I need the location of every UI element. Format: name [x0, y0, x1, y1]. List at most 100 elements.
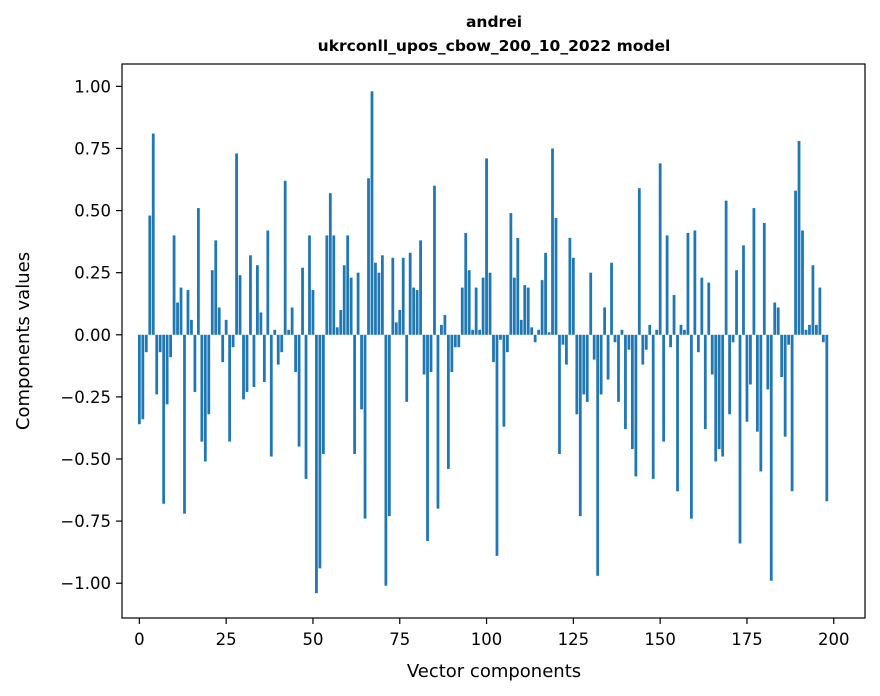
- bar-component-178: [755, 334, 759, 432]
- bar-component-33: [252, 334, 256, 387]
- y-tick-label: −0.25: [60, 388, 111, 407]
- bar-component-56: [332, 235, 336, 335]
- bar-component-116: [540, 280, 544, 335]
- bar-component-2: [144, 334, 148, 353]
- bar-component-146: [644, 334, 648, 350]
- x-axis-ticks: 0 25 50 75 100 125 150 175 200: [134, 618, 850, 649]
- x-tick-label: 175: [731, 630, 763, 649]
- bar-component-131: [592, 334, 596, 360]
- bar-component-149: [655, 329, 659, 335]
- bar-component-159: [690, 334, 693, 519]
- bar-component-103: [495, 334, 499, 556]
- bar-component-110: [519, 319, 523, 335]
- bar-component-180: [762, 223, 766, 335]
- bar-component-147: [648, 324, 652, 335]
- bar-component-137: [613, 334, 617, 343]
- bar-component-166: [714, 334, 718, 462]
- bar-component-95: [467, 270, 471, 335]
- chart-subtitle: ukrconll_upos_cbow_200_10_2022 model: [318, 37, 671, 55]
- bar-component-45: [294, 334, 297, 373]
- bar-component-7: [162, 334, 166, 504]
- bar-component-94: [464, 232, 468, 335]
- x-tick-label: 25: [216, 630, 237, 649]
- bar-component-114: [533, 334, 537, 343]
- bar-component-160: [693, 230, 697, 335]
- bar-component-16: [193, 334, 197, 392]
- bar-component-88: [443, 314, 447, 335]
- bar-component-15: [190, 319, 193, 335]
- bar-component-104: [499, 334, 502, 340]
- y-tick-label: 0.25: [74, 264, 111, 283]
- bar-component-186: [783, 334, 787, 437]
- bar-component-53: [321, 334, 325, 455]
- bar-component-14: [186, 290, 190, 335]
- bar-component-92: [457, 334, 461, 348]
- bar-component-12: [179, 287, 183, 335]
- bar-component-141: [627, 334, 631, 350]
- bar-component-28: [235, 153, 238, 335]
- bar-component-148: [651, 334, 655, 479]
- bar-component-150: [658, 163, 662, 335]
- plot-frame: [121, 63, 866, 619]
- bar-component-38: [269, 334, 273, 457]
- bar-component-62: [353, 334, 357, 455]
- bar-component-18: [200, 334, 204, 442]
- bar-component-36: [262, 334, 266, 382]
- bar-component-78: [408, 252, 412, 335]
- bar-component-170: [728, 334, 731, 415]
- bar-component-79: [412, 287, 416, 335]
- bar-component-65: [363, 334, 367, 519]
- bar-component-82: [422, 334, 426, 375]
- bar-component-139: [620, 329, 624, 335]
- bar-component-117: [544, 252, 547, 335]
- x-axis-label: Vector components: [407, 661, 581, 682]
- bar-component-164: [707, 282, 711, 335]
- bar-component-96: [471, 329, 475, 335]
- bar-component-107: [509, 213, 513, 335]
- bar-component-90: [450, 334, 454, 373]
- bar-component-48: [304, 334, 308, 479]
- bar-component-177: [752, 208, 756, 335]
- bar-component-127: [578, 334, 582, 517]
- bar-component-163: [703, 334, 707, 430]
- bar-component-3: [148, 215, 152, 335]
- bar-component-54: [325, 235, 329, 335]
- bar-component-100: [485, 158, 488, 335]
- bar-component-80: [415, 290, 419, 335]
- bar-component-145: [641, 334, 645, 365]
- bar-component-108: [512, 277, 516, 335]
- bar-component-113: [530, 327, 534, 335]
- bar-component-168: [721, 334, 725, 457]
- bar-component-132: [596, 334, 600, 576]
- bar-component-43: [287, 329, 291, 335]
- bar-component-89: [446, 334, 450, 469]
- x-tick-label: 100: [471, 630, 503, 649]
- bar-component-135: [606, 334, 610, 380]
- bar-component-128: [582, 334, 586, 395]
- bar-component-190: [797, 141, 801, 335]
- bar-component-158: [686, 232, 690, 335]
- bar-component-111: [523, 285, 527, 335]
- bar-component-192: [804, 329, 808, 335]
- bars-group: [137, 91, 829, 594]
- bar-component-105: [502, 334, 506, 427]
- bar-component-195: [815, 324, 818, 335]
- bar-component-31: [245, 334, 249, 392]
- bar-component-30: [242, 334, 245, 400]
- bar-component-61: [349, 277, 353, 335]
- bar-component-172: [735, 270, 738, 335]
- bar-component-118: [547, 332, 551, 335]
- bar-component-93: [460, 287, 464, 335]
- y-tick-label: 0.50: [74, 202, 111, 221]
- bar-component-57: [335, 327, 339, 335]
- bar-component-120: [554, 218, 558, 335]
- bar-component-157: [683, 329, 686, 335]
- bar-component-176: [749, 334, 752, 385]
- bar-component-194: [811, 265, 815, 335]
- x-tick-label: 0: [134, 630, 145, 649]
- bar-component-173: [738, 334, 742, 544]
- bar-component-70: [381, 255, 384, 335]
- bar-component-115: [537, 329, 541, 335]
- bar-component-49: [308, 235, 311, 335]
- bar-component-184: [776, 307, 780, 335]
